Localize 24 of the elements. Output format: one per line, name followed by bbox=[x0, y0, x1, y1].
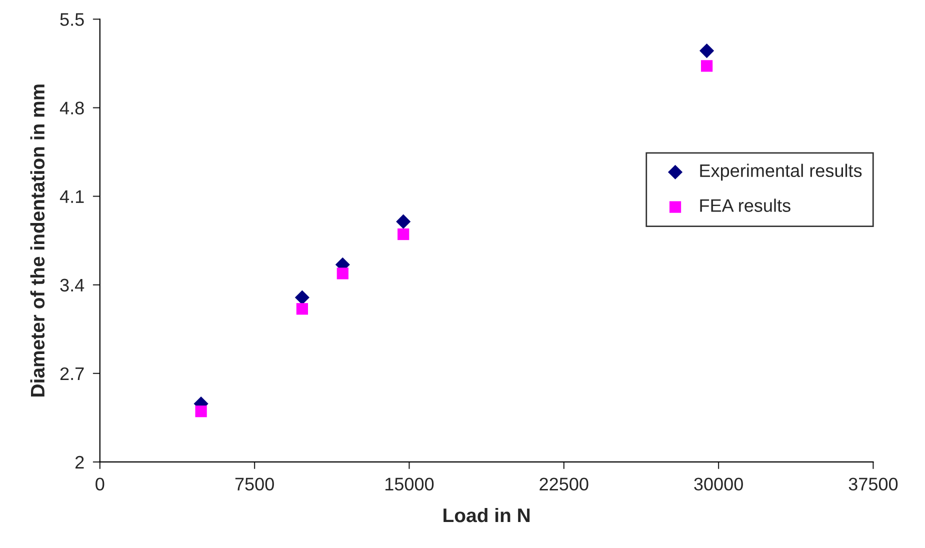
point bbox=[294, 290, 310, 305]
x-tick-label: 0 bbox=[96, 478, 104, 491]
y-tick-label: 3.4 bbox=[60, 278, 84, 292]
y-tick-label: 4.8 bbox=[60, 102, 84, 114]
y-tick-label: 4.1 bbox=[60, 190, 84, 203]
legend-label: Experimental results bbox=[700, 164, 862, 181]
y-axis-title: Diameter of the indentation in mm bbox=[30, 84, 45, 396]
legend-label: FEA results bbox=[700, 198, 790, 212]
y-tick-label: 5.5 bbox=[60, 13, 84, 26]
point bbox=[396, 214, 411, 229]
x-tick-label: 7500 bbox=[235, 478, 274, 491]
point bbox=[700, 44, 714, 58]
point bbox=[398, 228, 410, 240]
point bbox=[336, 268, 348, 280]
point bbox=[700, 60, 713, 72]
x-tick-label: 15000 bbox=[385, 478, 434, 491]
y-tick-label: 2 bbox=[75, 456, 84, 469]
x-axis-title: Load in N bbox=[444, 508, 530, 522]
point bbox=[195, 406, 207, 418]
x-tick-label: 22500 bbox=[540, 478, 588, 491]
x-tick-label: 37500 bbox=[848, 478, 898, 491]
x-tick-label: 30000 bbox=[694, 478, 743, 491]
point bbox=[296, 303, 308, 315]
y-tick-label: 2.7 bbox=[60, 367, 84, 380]
